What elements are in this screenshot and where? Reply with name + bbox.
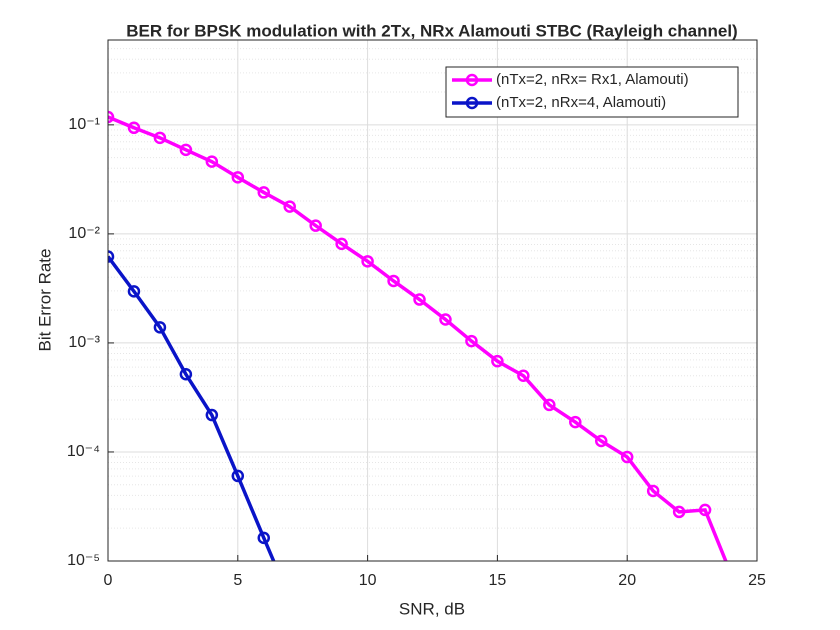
data-point [127,285,141,298]
data-point [108,250,115,263]
data-point [231,171,245,184]
x-tick-label: 5 [233,572,242,589]
x-tick-label: 0 [104,572,113,589]
data-point [108,110,115,124]
data-point [569,415,582,429]
x-tick-label: 15 [489,572,507,589]
data-point [491,354,504,368]
data-point [205,155,219,168]
data-point [439,313,452,326]
data-point [517,369,530,382]
y-tick-label: 10⁻¹ [68,116,100,133]
data-point [361,255,374,268]
data-point [231,469,245,483]
data-point [594,434,608,448]
legend: (nTx=2, nRx= Rx1, Alamouti) (nTx=2, nRx=4… [445,66,739,118]
data-point [672,505,686,519]
data-point [153,321,167,334]
data-point [309,219,322,232]
data-point [257,186,271,199]
data-point [465,334,478,348]
data-point [257,531,271,545]
x-axis-label: SNR, dB [399,599,465,618]
legend-box [445,66,739,118]
data-point [179,143,193,157]
data-point [153,131,167,145]
legend-label: (nTx=2, nRx=4, Alamouti) [496,94,666,111]
data-point [127,121,141,135]
data [108,110,728,561]
y-tick-label: 10⁻⁵ [67,552,100,569]
data-point [335,237,348,251]
data-point [413,293,426,306]
legend-marker [465,96,479,110]
y-tick-label: 10⁻² [68,225,100,242]
data-point [698,503,712,517]
plot-area [108,40,757,561]
legend-label: (nTx=2, nRx= Rx1, Alamouti) [496,71,689,88]
data-point [179,368,193,381]
series-line [108,255,276,561]
data-point [543,398,556,412]
data-point [620,450,634,464]
y-tick-label: 10⁻⁴ [67,443,100,460]
axes-box [107,39,758,562]
y-tick-label: 10⁻³ [68,334,100,351]
data-point [387,274,400,288]
data-point [646,484,660,498]
series-line [108,115,728,561]
x-tick-label: 20 [618,572,636,589]
y-axis-label: Bit Error Rate [35,249,54,352]
chart-title: BER for BPSK modulation with 2Tx, NRx Al… [126,21,737,40]
data-point [283,200,296,213]
legend-marker [465,73,479,87]
data-point [205,408,219,422]
x-tick-label: 25 [748,572,766,589]
x-tick-label: 10 [359,572,377,589]
